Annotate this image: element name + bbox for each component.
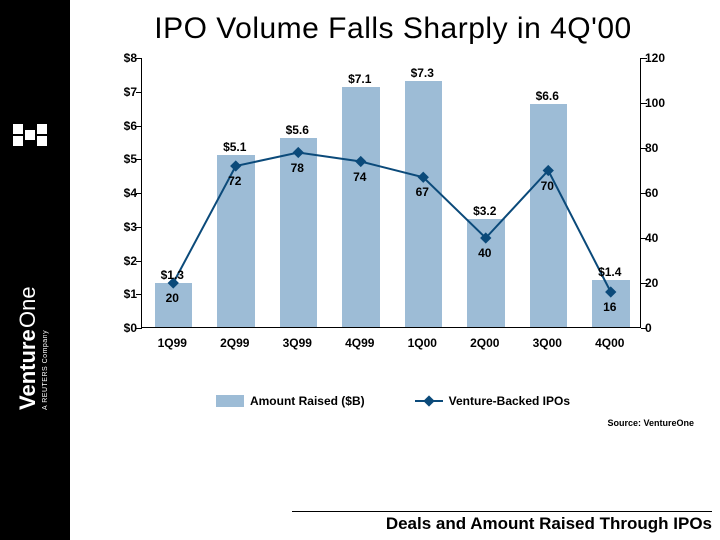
brand-sidebar: Venture One A REUTERS Company [0, 0, 70, 540]
x-axis-label: 1Q00 [408, 336, 437, 350]
line-value-label: 74 [353, 170, 366, 184]
legend-bars-label: Amount Raised ($B) [250, 394, 365, 408]
y-left-label: $3 [113, 220, 137, 234]
x-axis-label: 2Q00 [470, 336, 499, 350]
line-value-label: 20 [166, 291, 179, 305]
legend-line-label: Venture-Backed IPOs [449, 394, 570, 408]
line-value-label: 78 [291, 161, 304, 175]
y-right-label: 20 [645, 276, 675, 290]
y-right-label: 0 [645, 321, 675, 335]
line-value-label: 16 [603, 300, 616, 314]
y-right-label: 100 [645, 96, 675, 110]
svg-text:One: One [15, 286, 40, 328]
x-axis-label: 4Q99 [345, 336, 374, 350]
line-marker-icon [230, 160, 241, 171]
ventureone-logo: Venture One A REUTERS Company [7, 110, 63, 430]
y-right-label: 40 [645, 231, 675, 245]
bar-swatch-icon [216, 395, 244, 407]
svg-text:Venture: Venture [15, 329, 40, 410]
legend-bars: Amount Raised ($B) [216, 394, 365, 408]
y-left-label: $4 [113, 186, 137, 200]
bar-value-label: $6.6 [536, 89, 559, 103]
y-left-label: $5 [113, 152, 137, 166]
y-right-label: 120 [645, 51, 675, 65]
page: Venture One A REUTERS Company IPO Volume… [0, 0, 720, 540]
bar-value-label: $3.2 [473, 204, 496, 218]
plot-area [141, 58, 641, 328]
legend-line: Venture-Backed IPOs [415, 394, 570, 408]
source-label: Source: VentureOne [84, 418, 694, 428]
y-left-label: $8 [113, 51, 137, 65]
subtitle: Deals and Amount Raised Through IPOs [386, 514, 712, 534]
y-left-label: $0 [113, 321, 137, 335]
line-value-label: 72 [228, 174, 241, 188]
line-swatch-icon [415, 395, 443, 407]
y-left-label: $2 [113, 254, 137, 268]
y-right-label: 60 [645, 186, 675, 200]
bar-value-label: $1.4 [598, 265, 621, 279]
chart-title: IPO Volume Falls Sharply in 4Q'00 [84, 12, 702, 46]
bar-value-label: $5.6 [286, 123, 309, 137]
divider [70, 511, 720, 512]
bar-value-label: $5.1 [223, 140, 246, 154]
line-value-label: 70 [541, 179, 554, 193]
line-series [142, 58, 642, 328]
line-value-label: 67 [416, 185, 429, 199]
line-marker-icon [355, 156, 366, 167]
y-right-label: 80 [645, 141, 675, 155]
y-left-label: $6 [113, 119, 137, 133]
chart: $0$1$2$3$4$5$6$7$8 020406080100120 1Q992… [113, 58, 673, 358]
x-axis-label: 3Q00 [533, 336, 562, 350]
x-axis-label: 3Q99 [283, 336, 312, 350]
line-value-label: 40 [478, 246, 491, 260]
x-axis-label: 4Q00 [595, 336, 624, 350]
x-axis-label: 1Q99 [158, 336, 187, 350]
x-axis-label: 2Q99 [220, 336, 249, 350]
line-marker-icon [293, 147, 304, 158]
legend: Amount Raised ($B) Venture-Backed IPOs [84, 394, 702, 408]
svg-text:A REUTERS Company: A REUTERS Company [42, 330, 49, 410]
bar-value-label: $1.3 [161, 268, 184, 282]
main-content: IPO Volume Falls Sharply in 4Q'00 $0 $1 $2… [70, 0, 720, 540]
logo-mark-icon [13, 124, 47, 146]
bar-value-label: $7.3 [411, 66, 434, 80]
y-left-label: $7 [113, 85, 137, 99]
y-left-label: $1 [113, 287, 137, 301]
line-marker-icon [605, 286, 616, 297]
bar-value-label: $7.1 [348, 72, 371, 86]
